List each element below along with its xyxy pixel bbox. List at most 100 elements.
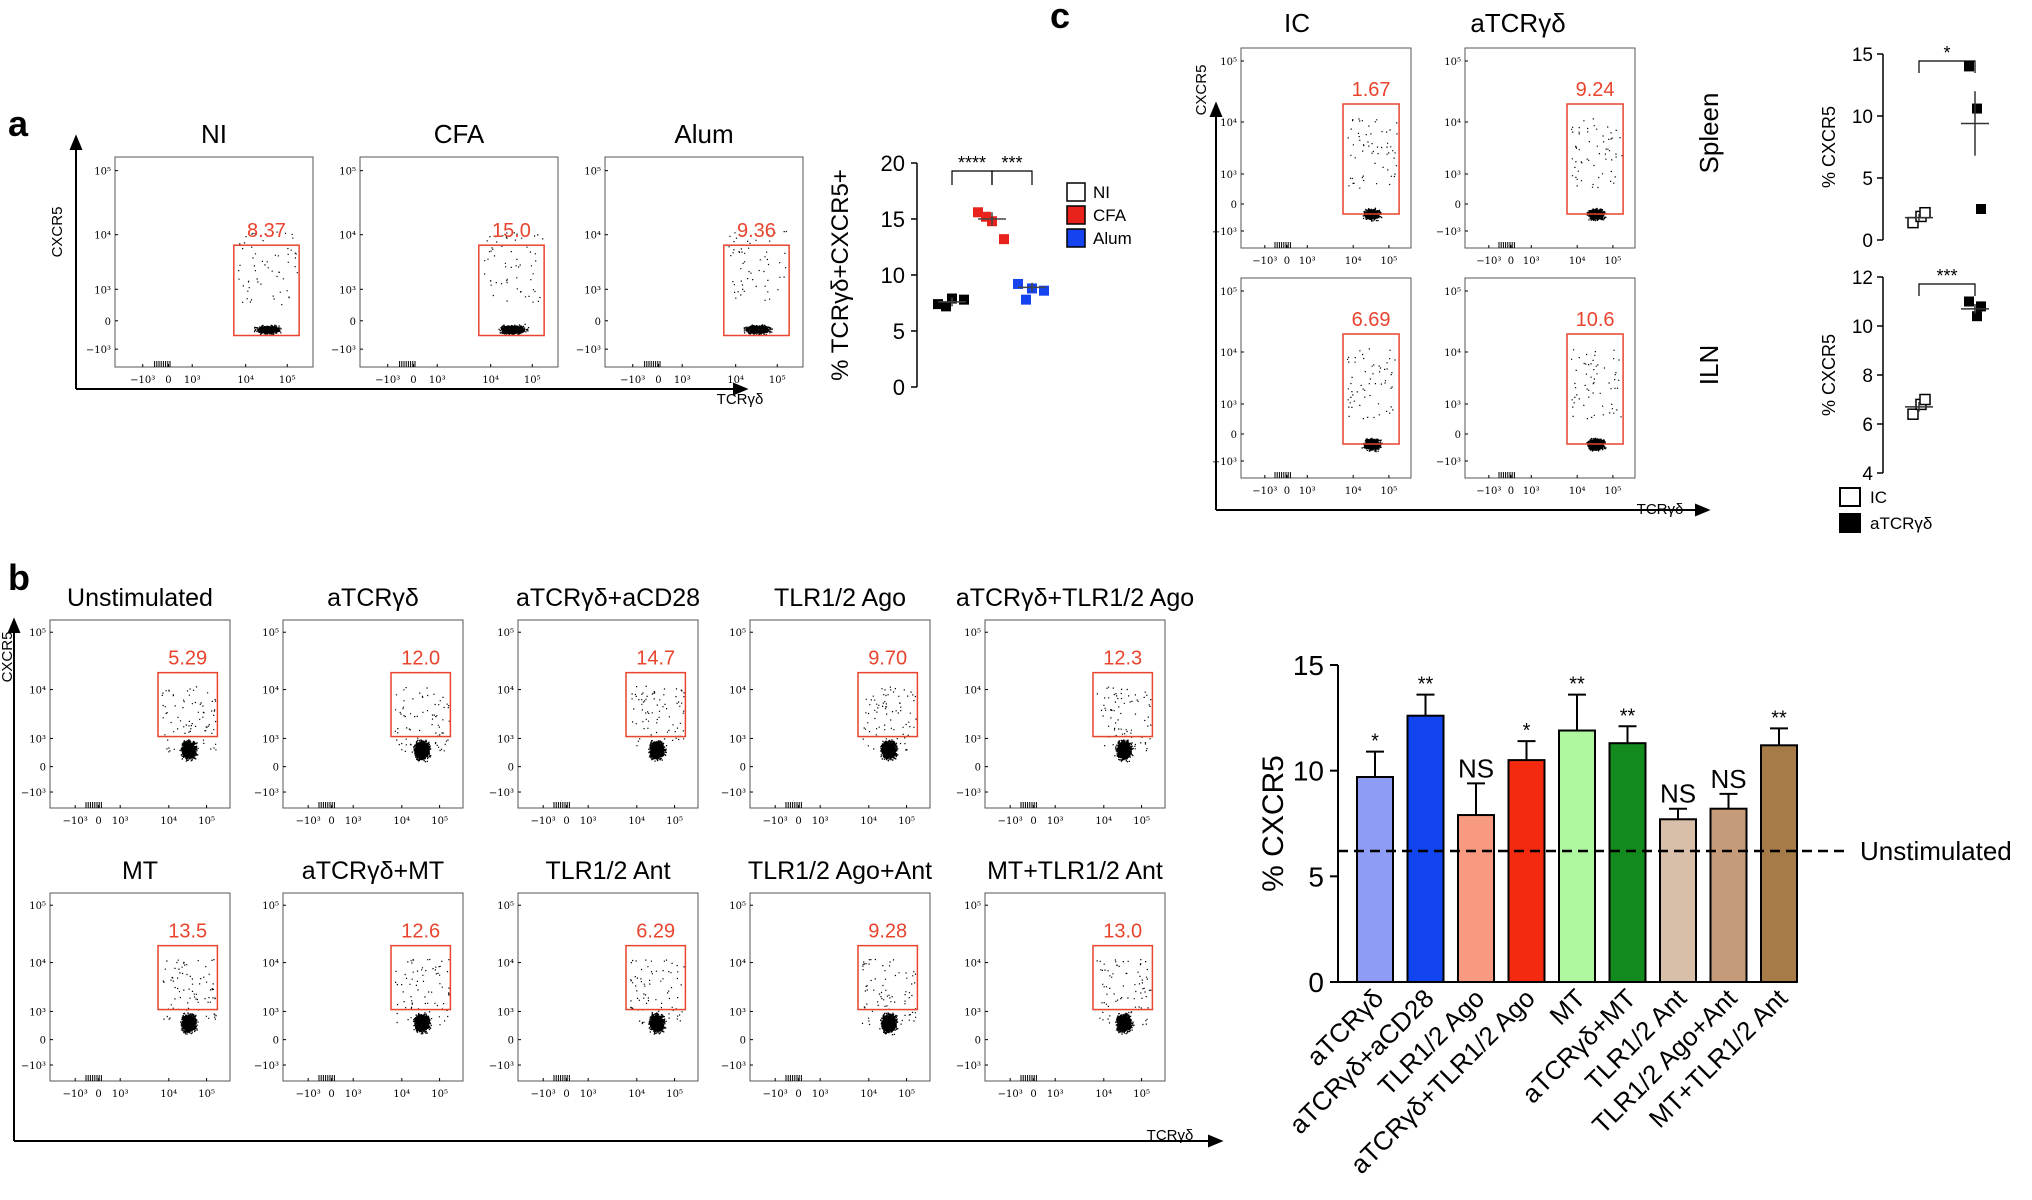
significance-label: **** <box>958 153 986 173</box>
flow-ytick-label: 0 <box>975 1036 981 1047</box>
bar <box>1356 776 1394 983</box>
flow-ytick-label: −10³ <box>721 1061 746 1072</box>
flow-xtick-label: 10⁵ <box>198 816 215 827</box>
data-point <box>981 211 991 222</box>
flow-xtick-label: 0 <box>95 1089 101 1100</box>
legend-label: aTCRγδ <box>1870 514 1932 533</box>
data-point <box>941 301 951 312</box>
flow-ytick-label: −10³ <box>1212 457 1237 468</box>
flow-xtick-label: 10³ <box>345 1089 362 1100</box>
flow-plot-title: MT+TLR1/2 Ant <box>987 857 1163 885</box>
flow-xtick-label: 0 <box>1508 256 1514 267</box>
flow-xtick-label: 0 <box>655 375 661 386</box>
flow-gate <box>625 944 687 1011</box>
flow-ytick-label: 10⁴ <box>1220 118 1237 129</box>
flow-gate-value: 13.5 <box>168 921 207 943</box>
ytick-label: 10 <box>1852 107 1873 128</box>
flow-xtick-label: 10⁵ <box>898 1089 915 1100</box>
flow-plot-frame <box>749 619 931 809</box>
legend-label: IC <box>1870 488 1887 507</box>
flow-xtick-label: 10⁵ <box>666 816 683 827</box>
flow-xtick-label: −10³ <box>1252 256 1277 267</box>
flow-gate <box>1342 333 1400 445</box>
flow-xtick-label: 10⁴ <box>393 1089 410 1100</box>
ytick-label: 5 <box>893 319 905 344</box>
flow-ytick-label: −10³ <box>21 1061 46 1072</box>
panel-a-flow-plots: NI 10⁵ 10⁴ 10³ 0 −10³ −10³ 0 10³ 10⁴ 10⁵ 8.37 CFA 10⁵… <box>86 119 804 386</box>
flow-events <box>861 958 917 1036</box>
flow-ytick-label: 10⁵ <box>729 628 746 639</box>
ytick-label: 12 <box>1852 268 1873 289</box>
flow-ytick-label: 10⁵ <box>262 628 279 639</box>
flow-ytick-label: 10⁴ <box>262 959 279 970</box>
ytick-label: 0 <box>893 375 905 400</box>
flow-plot: Unstimulated 10⁵ 10⁴ 10³ 0 −10³ −10³ 0 10³ 10⁴ 10⁵… <box>21 584 231 827</box>
flow-plot-title: MT <box>122 857 158 885</box>
panel-b-xaxis-label: TCRγδ <box>1147 1127 1194 1144</box>
flow-xtick-label: 10⁵ <box>431 1089 448 1100</box>
flow-xtick-label: 0 <box>1030 1089 1036 1100</box>
panel-c-xaxis-label: TCRγδ <box>1637 501 1684 518</box>
flow-ytick-label: 10³ <box>497 1007 514 1018</box>
flow-xtick-label: 0 <box>1284 256 1290 267</box>
ytick-label: 15 <box>881 207 905 232</box>
flow-plot-frame <box>359 156 559 368</box>
significance-bracket <box>991 170 1033 185</box>
panel-a-xaxis-label: TCRγδ <box>717 391 764 408</box>
bar <box>1709 807 1748 983</box>
flow-ytick-label: 10⁴ <box>29 959 46 970</box>
flow-plot-title: CFA <box>434 119 485 149</box>
flow-xtick-label: 10⁵ <box>1605 256 1622 267</box>
flow-ytick-label: 10⁵ <box>1220 57 1237 68</box>
flow-xtick-label: 10⁵ <box>1133 816 1150 827</box>
flow-plot: TLR1/2 Ago+Ant 10⁵ 10⁴ 10³ 0 −10³ −10³ 0 10³ 10⁴ 1… <box>721 857 932 1100</box>
flow-ytick-label: −10³ <box>86 345 111 356</box>
flow-xtick-label: −10³ <box>620 375 645 386</box>
flow-gate <box>1566 333 1624 445</box>
flow-xtick-label: −10³ <box>130 375 155 386</box>
flow-gate <box>1342 103 1400 215</box>
bar <box>1558 729 1596 983</box>
panel-label-b: b <box>8 557 30 598</box>
flow-plot-title: NI <box>201 119 227 149</box>
flow-plot-frame <box>49 892 231 1082</box>
flow-ytick-label: 0 <box>508 763 514 774</box>
flow-events <box>1347 118 1398 222</box>
significance-label: ** <box>1771 707 1787 729</box>
flow-xtick-label: −10³ <box>1476 256 1501 267</box>
flow-plot-title: TLR1/2 Ant <box>545 857 670 885</box>
flow-events <box>630 959 685 1035</box>
flow-plot: 10⁵ 10⁴ 10³ 0 −10³ −10³ 0 10³ 10⁴ 10⁵ 10.6 <box>1436 277 1636 497</box>
flow-ytick-label: 10⁴ <box>262 686 279 697</box>
flow-xtick-label: 10³ <box>112 816 129 827</box>
legend-swatch <box>1066 205 1086 225</box>
significance-label: NS <box>1458 753 1494 783</box>
flow-xtick-label: 10⁵ <box>666 1089 683 1100</box>
flow-ytick-label: 10³ <box>1220 400 1237 411</box>
flow-gate <box>157 671 219 738</box>
significance-label: NS <box>1710 764 1746 794</box>
flow-ytick-label: 10³ <box>497 734 514 745</box>
flow-ytick-label: −10³ <box>1436 227 1461 238</box>
flow-plot: aTCRγδ+aCD28 10⁵ 10⁴ 10³ 0 −10³ −10³ 0 10³ 10⁴ 10⁵… <box>489 584 700 827</box>
flow-plot: 10⁵ 10⁴ 10³ 0 −10³ −10³ 0 10³ 10⁴ 10⁵ 1.67 <box>1212 47 1412 267</box>
flow-plot-title: TLR1/2 Ago+Ant <box>748 857 932 885</box>
panel-a-yaxis-label: CXCR5 <box>49 207 66 258</box>
flow-plot: NI 10⁵ 10⁴ 10³ 0 −10³ −10³ 0 10³ 10⁴ 10⁵ 8.37 <box>86 119 314 386</box>
flow-xtick-label: 10³ <box>345 816 362 827</box>
legend-swatch <box>1066 228 1086 248</box>
flow-xtick-label: 10³ <box>812 816 829 827</box>
significance-label: ** <box>1418 674 1434 696</box>
flow-xtick-label: 0 <box>328 1089 334 1100</box>
flow-gate <box>233 244 300 337</box>
significance-label: *** <box>1001 153 1022 173</box>
flow-xtick-label: 10⁴ <box>160 1089 177 1100</box>
flow-xtick-label: 10⁴ <box>628 1089 645 1100</box>
flow-gate-value: 9.28 <box>868 921 907 943</box>
flow-xtick-label: 10⁴ <box>482 375 499 386</box>
flow-xtick-label: 10⁵ <box>1381 256 1398 267</box>
flow-ytick-label: 0 <box>975 763 981 774</box>
flow-events <box>161 686 217 762</box>
flow-xtick-label: 10³ <box>1047 1089 1064 1100</box>
